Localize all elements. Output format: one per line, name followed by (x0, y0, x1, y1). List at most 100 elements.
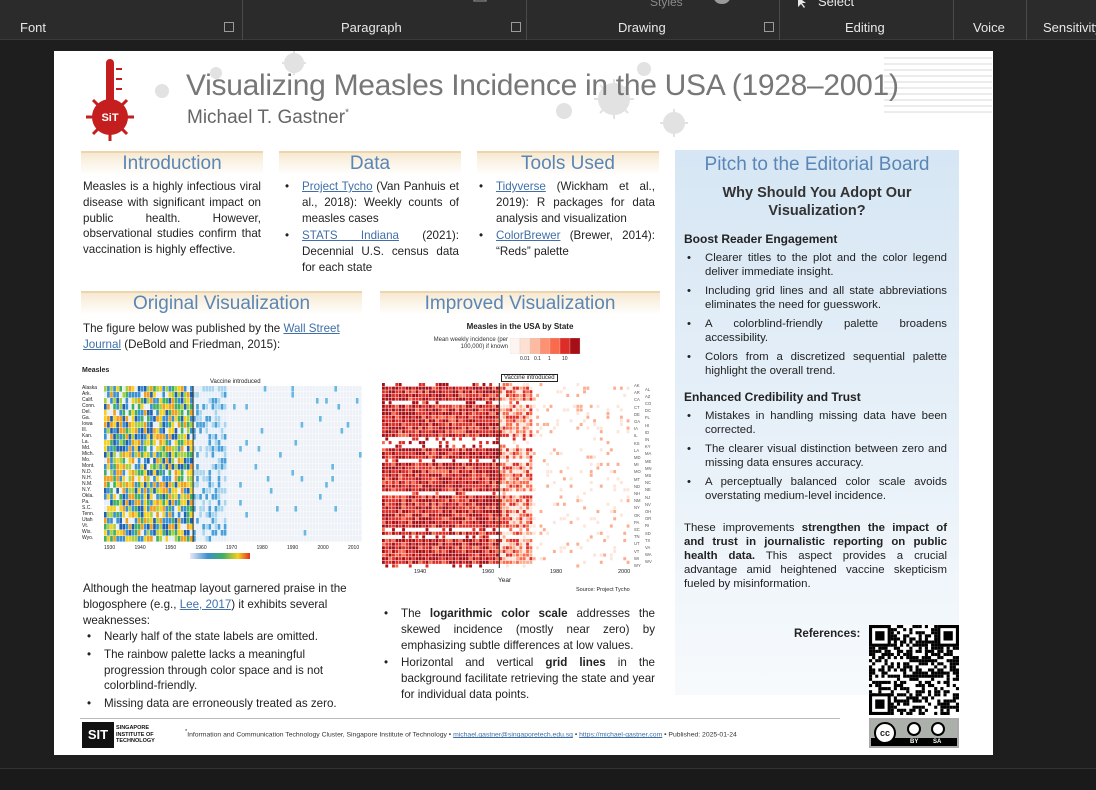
ribbon-toolbar: Font Paragraph Drawing Styles Select Edi… (0, 0, 1096, 40)
lee-2017-link[interactable]: Lee, 2017 (179, 597, 232, 611)
state-label: DE (634, 411, 640, 417)
state-label: MI (634, 462, 639, 468)
list-item: Including grid lines and all state abbre… (675, 285, 947, 312)
state-label: NM (634, 498, 641, 504)
state-label: TN (634, 534, 640, 540)
critique-text: ) it exhibits several weaknesses: (83, 597, 328, 627)
state-label: MO (634, 469, 641, 475)
state-label: La. (82, 439, 89, 445)
state-label: N.Y. (82, 487, 92, 493)
state-label: GA (634, 419, 641, 424)
state-label: FL (645, 415, 650, 421)
legend-tick: 1 (548, 356, 551, 362)
arrange-icon[interactable] (472, 0, 496, 8)
project-tycho-link[interactable]: Project Tycho (302, 180, 373, 193)
state-label: NJ (645, 494, 651, 500)
state-label: Calif. (82, 397, 94, 403)
state-label: TX (645, 537, 651, 543)
poster-slide[interactable]: SiT Visualizing Measles Incidence in the… (54, 51, 993, 755)
styles-button[interactable]: Styles (650, 0, 683, 9)
list-item-text: (2021): Decennial U.S. census data for e… (302, 229, 459, 274)
list-item: The rainbow palette lacks a meaningful p… (83, 647, 360, 694)
svg-text:SiT: SiT (101, 112, 118, 124)
pitch-question: Why Should You Adopt Our Visualization? (722, 185, 912, 219)
shapes-icon[interactable] (712, 0, 736, 8)
data-heading: Data (279, 151, 461, 175)
state-label: WV (645, 559, 652, 565)
cc-by-sa-badge[interactable]: cc BY SA (869, 718, 959, 748)
state-label: Iowa (82, 421, 93, 427)
state-label: AK (634, 383, 640, 388)
footer-affiliation: Information and Communication Technology… (187, 731, 447, 739)
poster-title: Visualizing Measles Incidence in the USA… (186, 69, 899, 102)
select-button[interactable]: Select (818, 0, 855, 9)
list-item: Project Tycho (Van Panhuis et al., 2018)… (281, 179, 459, 226)
list-item: Colors from a discretized sequential pal… (675, 351, 947, 378)
original-intro-text: The figure below was published by the (83, 322, 284, 335)
list-item: Nearly half of the state labels are omit… (83, 629, 360, 645)
improved-fig-title: Measles in the USA by State (466, 322, 574, 331)
pitch-heading: Pitch to the Editorial Board (704, 154, 930, 175)
list-item: The logarithmic color scale addresses th… (380, 606, 655, 653)
list-item: The clearer visual distinction between z… (675, 443, 947, 470)
list-item: Clearer titles to the plot and the color… (675, 252, 947, 279)
improved-fig-annotation: Vaccine introduced (501, 374, 558, 382)
stats-indiana-link[interactable]: STATS Indiana (302, 229, 399, 243)
state-label: UT (634, 541, 640, 547)
year-label: 1950 (165, 545, 177, 551)
by-icon (907, 722, 921, 736)
wsj-link[interactable]: Wall Street Journal (83, 322, 340, 351)
state-label: AR (634, 390, 640, 396)
logo-line: INSTITUTE OF (116, 731, 154, 738)
virus-decoration-icon (155, 51, 688, 137)
ribbon-separator (953, 0, 954, 40)
legend-tick: 0.1 (534, 356, 541, 362)
state-label: Ark. (82, 391, 91, 397)
original-heading: Original Visualization (81, 291, 362, 315)
ribbon-group-paragraph[interactable]: Paragraph (341, 20, 402, 35)
ribbon-group-sensitivity[interactable]: Sensitivity (1043, 20, 1096, 35)
drawing-dialog-launcher-icon[interactable] (764, 22, 774, 32)
list-item: A colorblind-friendly palette broadens a… (675, 318, 947, 345)
state-label: Mich. (82, 451, 94, 457)
state-label: LA (634, 447, 640, 453)
state-label: NE (645, 487, 651, 493)
legend-tick: 0.01 (520, 356, 530, 362)
year-label: 1940 (134, 545, 146, 551)
state-label: NH (634, 491, 641, 496)
state-label: VT (634, 548, 640, 554)
original-critique: Although the heatmap layout garnered pra… (83, 581, 360, 628)
state-label: MT (634, 476, 641, 482)
state-label: MD (634, 455, 641, 460)
state-label: NC (645, 480, 652, 486)
pitch-subheading-credibility: Enhanced Credibility and Trust (684, 390, 861, 404)
weakness-list: Nearly half of the state labels are omit… (83, 629, 360, 714)
ribbon-group-editing[interactable]: Editing (845, 20, 885, 35)
state-label: Kan. (82, 433, 93, 439)
footer-website-link[interactable]: https://michael-gastner.com (579, 731, 663, 739)
font-dialog-launcher-icon[interactable] (224, 22, 234, 32)
list-item: A perceptually balanced color scale avoi… (675, 476, 947, 503)
footer-email-link[interactable]: michael.gastner@singaporetech.edu.sg (453, 731, 573, 739)
ribbon-group-font[interactable]: Font (20, 20, 47, 35)
state-label: Wis. (82, 529, 92, 535)
state-label: PA (634, 519, 640, 525)
list-item-text: (Wickham et al., 2019): R packages for d… (496, 180, 655, 225)
state-label: Tenn. (82, 511, 95, 517)
year-label: 2010 (348, 545, 360, 551)
tidyverse-link[interactable]: Tidyverse (496, 180, 546, 193)
list-item: STATS Indiana (2021): Decennial U.S. cen… (281, 228, 459, 275)
cursor-icon[interactable] (796, 0, 808, 9)
state-label: SC (634, 527, 640, 532)
paragraph-dialog-launcher-icon[interactable] (511, 22, 521, 32)
ribbon-group-drawing[interactable]: Drawing (618, 20, 666, 35)
qr-code-icon[interactable] (869, 625, 959, 715)
improved-color-legend (510, 338, 581, 354)
ribbon-group-voice[interactable]: Voice (973, 20, 1005, 35)
year-label: 1990 (287, 545, 299, 551)
intro-heading: Introduction (81, 151, 263, 175)
state-label: Utah (82, 517, 93, 523)
colorbrewer-link[interactable]: ColorBrewer (496, 229, 561, 243)
improved-heatmap-cells (382, 383, 630, 568)
improved-heatmap-figure: Measles in the USA by State Mean weekly … (380, 319, 660, 594)
